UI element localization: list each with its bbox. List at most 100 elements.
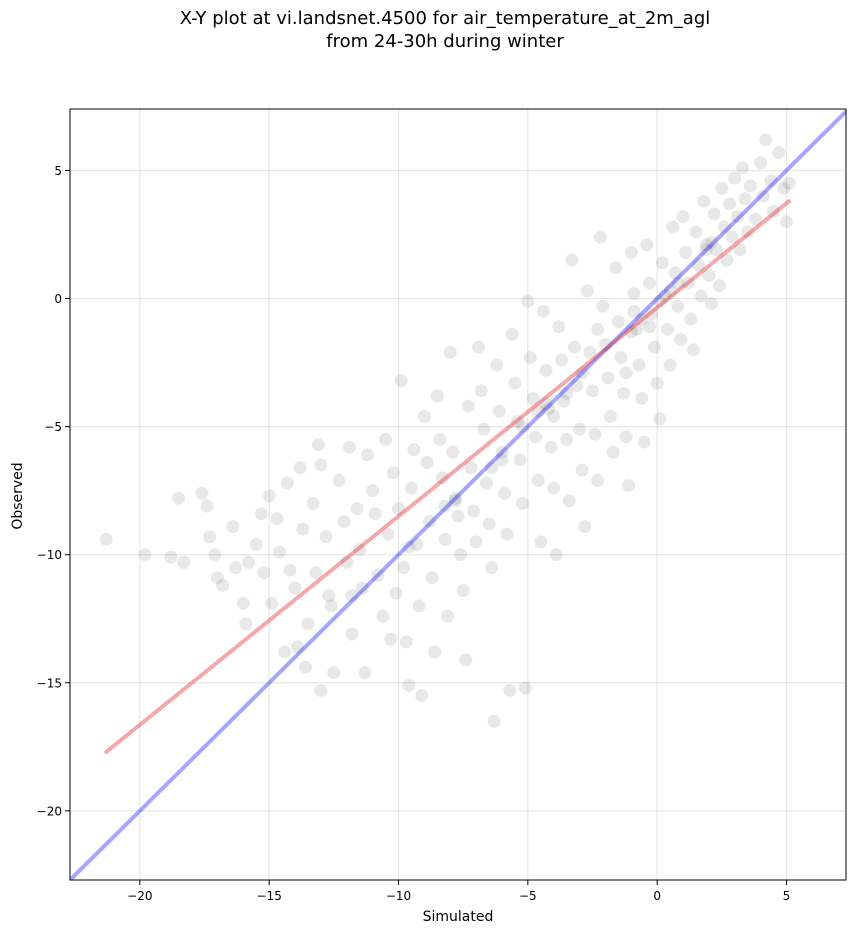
scatter-point bbox=[99, 532, 113, 546]
scatter-point bbox=[583, 345, 597, 359]
scatter-point bbox=[712, 279, 726, 293]
scatter-point bbox=[606, 445, 620, 459]
scatter-point bbox=[642, 320, 656, 334]
scatter-point bbox=[604, 409, 618, 423]
scatter-point bbox=[743, 179, 757, 193]
x-axis-label: Simulated bbox=[423, 909, 494, 925]
scatter-point bbox=[531, 404, 545, 418]
scatter-point bbox=[565, 253, 579, 267]
scatter-point bbox=[461, 399, 475, 413]
y-tick-label: −10 bbox=[37, 548, 62, 562]
scatter-point bbox=[138, 548, 152, 562]
scatter-point bbox=[539, 397, 553, 411]
scatter-point bbox=[360, 448, 374, 462]
scatter-point bbox=[578, 520, 592, 534]
scatter-point bbox=[510, 414, 524, 428]
scatter-point bbox=[389, 586, 403, 600]
scatter-point bbox=[523, 350, 537, 364]
regression-line bbox=[104, 199, 792, 754]
scatter-point bbox=[438, 499, 452, 513]
plot-frame bbox=[69, 108, 847, 881]
scatter-point bbox=[653, 294, 667, 308]
scatter-point bbox=[715, 181, 729, 195]
scatter-point bbox=[386, 466, 400, 480]
scatter-point bbox=[689, 225, 703, 239]
scatter-point bbox=[586, 384, 600, 398]
x-tick-label: −5 bbox=[519, 889, 537, 903]
scatter-point bbox=[531, 473, 545, 487]
scatter-point bbox=[446, 445, 460, 459]
scatter-point bbox=[337, 514, 351, 528]
scatter-point bbox=[241, 555, 255, 569]
scatter-point bbox=[720, 253, 734, 267]
scatter-point bbox=[697, 194, 711, 208]
scatter-point bbox=[229, 561, 243, 575]
scatter-point bbox=[741, 225, 755, 239]
scatter-point bbox=[448, 491, 462, 505]
scatter-point bbox=[748, 212, 762, 226]
scatter-point bbox=[661, 322, 675, 336]
scatter-point bbox=[624, 245, 638, 259]
scatter-point bbox=[498, 486, 512, 500]
scatter-point bbox=[554, 353, 568, 367]
scatter-point bbox=[288, 581, 302, 595]
scatter-point bbox=[505, 327, 519, 341]
scatter-point bbox=[397, 561, 411, 575]
scatter-point bbox=[407, 443, 421, 457]
scatter-point bbox=[728, 171, 742, 185]
scatter-point bbox=[529, 430, 543, 444]
scatter-point bbox=[684, 312, 698, 326]
scatter-point bbox=[542, 402, 556, 416]
scatter-point bbox=[593, 230, 607, 244]
scatter-point bbox=[635, 391, 649, 405]
scatter-point bbox=[226, 520, 240, 534]
scatter-point bbox=[588, 427, 602, 441]
scatter-point bbox=[673, 333, 687, 347]
chart-title-line-1: X-Y plot at vi.landsnet.4500 for air_tem… bbox=[179, 8, 711, 29]
scatter-point bbox=[254, 507, 268, 521]
scatter-point bbox=[345, 627, 359, 641]
scatter-point bbox=[371, 568, 385, 582]
scatter-point bbox=[350, 502, 364, 516]
scatter-point bbox=[560, 432, 574, 446]
scatter-point bbox=[560, 386, 574, 400]
scatter-point bbox=[332, 473, 346, 487]
scatter-point bbox=[490, 358, 504, 372]
scatter-point bbox=[730, 210, 744, 224]
scatter-point bbox=[324, 599, 338, 613]
scatter-point bbox=[562, 494, 576, 508]
scatter-point bbox=[772, 146, 786, 160]
scatter-point bbox=[573, 422, 587, 436]
scatter-point bbox=[725, 230, 739, 244]
scatter-point bbox=[516, 496, 530, 510]
scatter-point bbox=[591, 322, 605, 336]
scatter-point bbox=[482, 517, 496, 531]
scatter-point bbox=[570, 379, 584, 393]
scatter-point bbox=[609, 261, 623, 275]
scatter-point bbox=[366, 484, 380, 498]
scatter-point bbox=[311, 438, 325, 452]
scatter-point bbox=[764, 174, 778, 188]
scatter-point bbox=[694, 289, 708, 303]
scatter-point bbox=[278, 645, 292, 659]
scatter-point bbox=[557, 394, 571, 408]
scatter-point bbox=[464, 461, 478, 475]
scatter-point bbox=[262, 489, 276, 503]
scatter-point bbox=[552, 320, 566, 334]
scatter-point bbox=[681, 276, 695, 290]
scatter-point bbox=[645, 307, 659, 321]
scatter-point bbox=[580, 284, 594, 298]
scatter-point bbox=[704, 297, 718, 311]
x-tick-label: −20 bbox=[127, 889, 152, 903]
scatter-point bbox=[503, 683, 517, 697]
scatter-point bbox=[756, 189, 770, 203]
scatter-point bbox=[265, 596, 279, 610]
scatter-point bbox=[611, 315, 625, 329]
one-to-one-line bbox=[70, 109, 846, 880]
scatter-point bbox=[423, 514, 437, 528]
scatter-point bbox=[172, 491, 186, 505]
scatter-point bbox=[384, 632, 398, 646]
scatter-point bbox=[738, 192, 752, 206]
scatter-point bbox=[200, 499, 214, 513]
